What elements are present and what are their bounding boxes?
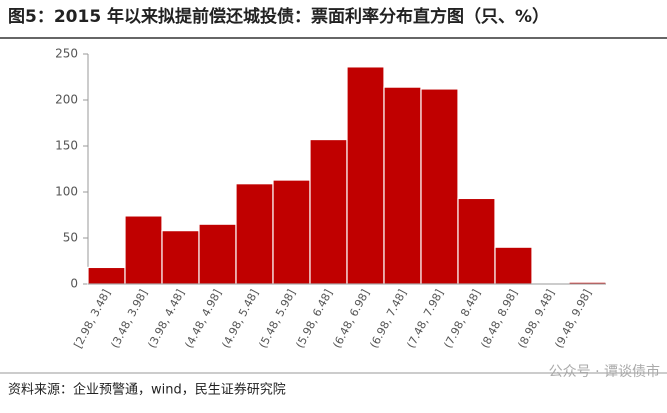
chart-title: 图5：2015 年以来拟提前偿还城投债：票面利率分布直方图（只、%） bbox=[8, 6, 549, 27]
bar bbox=[383, 86, 422, 285]
x-tick-label: (3.98, 4.48] bbox=[145, 287, 187, 350]
x-tick-label: (3.48, 3.98] bbox=[108, 287, 150, 350]
y-tick-label: 150 bbox=[55, 139, 78, 153]
x-tick-label: (8.48, 8.98] bbox=[478, 287, 520, 350]
bar bbox=[198, 223, 237, 285]
x-tick-label: (9.48, 9.98] bbox=[552, 287, 594, 350]
bar bbox=[87, 266, 126, 285]
x-tick-label: (6.98, 7.48] bbox=[367, 287, 409, 350]
bar bbox=[309, 138, 348, 285]
x-tick-label: (6.48, 6.98] bbox=[330, 287, 372, 350]
y-tick-label: 50 bbox=[63, 231, 78, 245]
bar bbox=[161, 230, 200, 285]
source-note: 资料来源：企业预警通，wind，民生证券研究院 bbox=[8, 382, 286, 398]
bar bbox=[494, 246, 533, 285]
bar bbox=[124, 215, 163, 285]
bar bbox=[420, 88, 459, 285]
bar bbox=[272, 179, 311, 285]
watermark: 公众号 · 谭谈债市 bbox=[549, 363, 660, 380]
y-tick-label: 250 bbox=[55, 47, 78, 61]
bar bbox=[457, 197, 496, 285]
x-tick-label: (4.98, 5.48] bbox=[219, 287, 261, 350]
y-tick-label: 200 bbox=[55, 93, 78, 107]
bar bbox=[346, 66, 385, 285]
x-tick-label: (7.48, 7.98] bbox=[404, 287, 446, 350]
x-tick-label: (5.48, 5.98] bbox=[256, 287, 298, 350]
x-tick-label: (4.48, 4.98] bbox=[182, 287, 224, 350]
y-tick-label: 100 bbox=[55, 185, 78, 199]
x-tick-label: [2.98, 3.48] bbox=[71, 287, 113, 350]
bar bbox=[235, 183, 274, 285]
x-tick-label: (8.98, 9.48] bbox=[515, 287, 557, 350]
x-tick-label: (5.98, 6.48] bbox=[293, 287, 335, 350]
x-tick-label: (7.98, 8.48] bbox=[441, 287, 483, 350]
y-tick-label: 0 bbox=[70, 277, 78, 291]
